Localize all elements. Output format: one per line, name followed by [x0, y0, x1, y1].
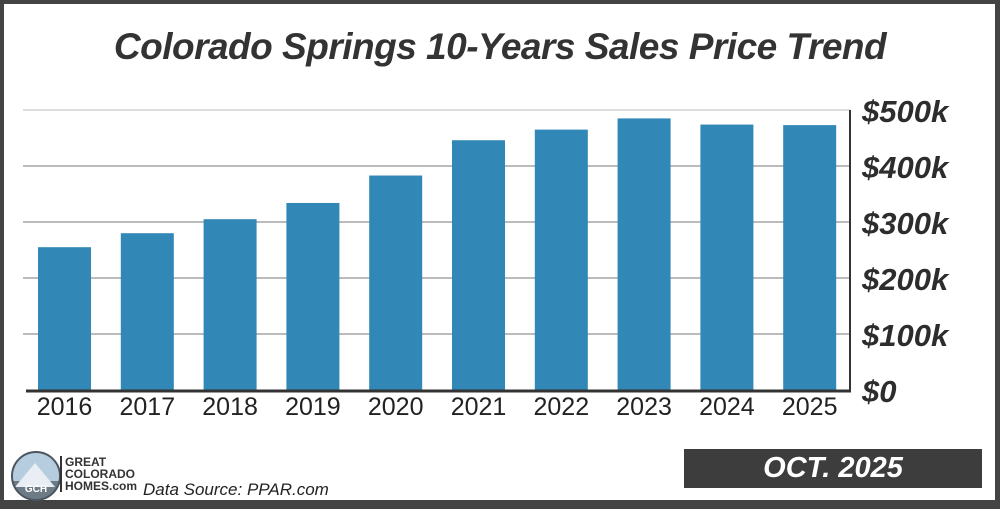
x-tick-label: 2016	[37, 393, 93, 421]
bar-2024	[700, 124, 754, 390]
date-badge: OCT. 2025	[684, 449, 982, 488]
x-tick-label: 2020	[368, 393, 424, 421]
brand-line: GREAT	[65, 455, 107, 469]
bar-2025	[783, 125, 837, 391]
bar-2019	[286, 202, 340, 390]
bar-2020	[369, 175, 423, 390]
x-tick-label: 2023	[616, 393, 672, 421]
x-tick-label: 2022	[533, 393, 589, 421]
brand-name: GREAT COLORADO HOMES.com	[60, 456, 137, 492]
brand-line: COLORADO	[65, 467, 135, 481]
great-colorado-homes-logo: GCH	[11, 451, 61, 501]
bar-2016	[38, 247, 91, 390]
bar-2021	[452, 140, 505, 390]
bar-2022	[534, 129, 588, 390]
bar-2018	[203, 219, 257, 390]
y-tick-label: $500k	[861, 94, 950, 129]
chart-title: Colorado Springs 10-Years Sales Price Tr…	[113, 26, 887, 67]
y-tick-label: $100k	[861, 318, 950, 353]
x-tick-label: 2024	[699, 393, 755, 421]
x-tick-label: 2019	[285, 393, 341, 421]
data-source: Data Source: PPAR.com	[143, 480, 329, 499]
x-tick-label: 2018	[202, 393, 258, 421]
x-tick-label: 2021	[451, 393, 507, 421]
y-tick-label: $300k	[861, 206, 950, 241]
y-tick-label: $200k	[861, 262, 950, 297]
x-tick-label: 2025	[782, 393, 838, 421]
bar-2023	[617, 118, 671, 391]
brand-line: HOMES.com	[65, 479, 138, 493]
y-tick-label: $0	[861, 374, 896, 409]
x-tick-label: 2017	[119, 393, 175, 421]
logo-text: GCH	[24, 484, 48, 495]
bar-2017	[120, 233, 174, 390]
y-tick-label: $400k	[861, 150, 950, 185]
